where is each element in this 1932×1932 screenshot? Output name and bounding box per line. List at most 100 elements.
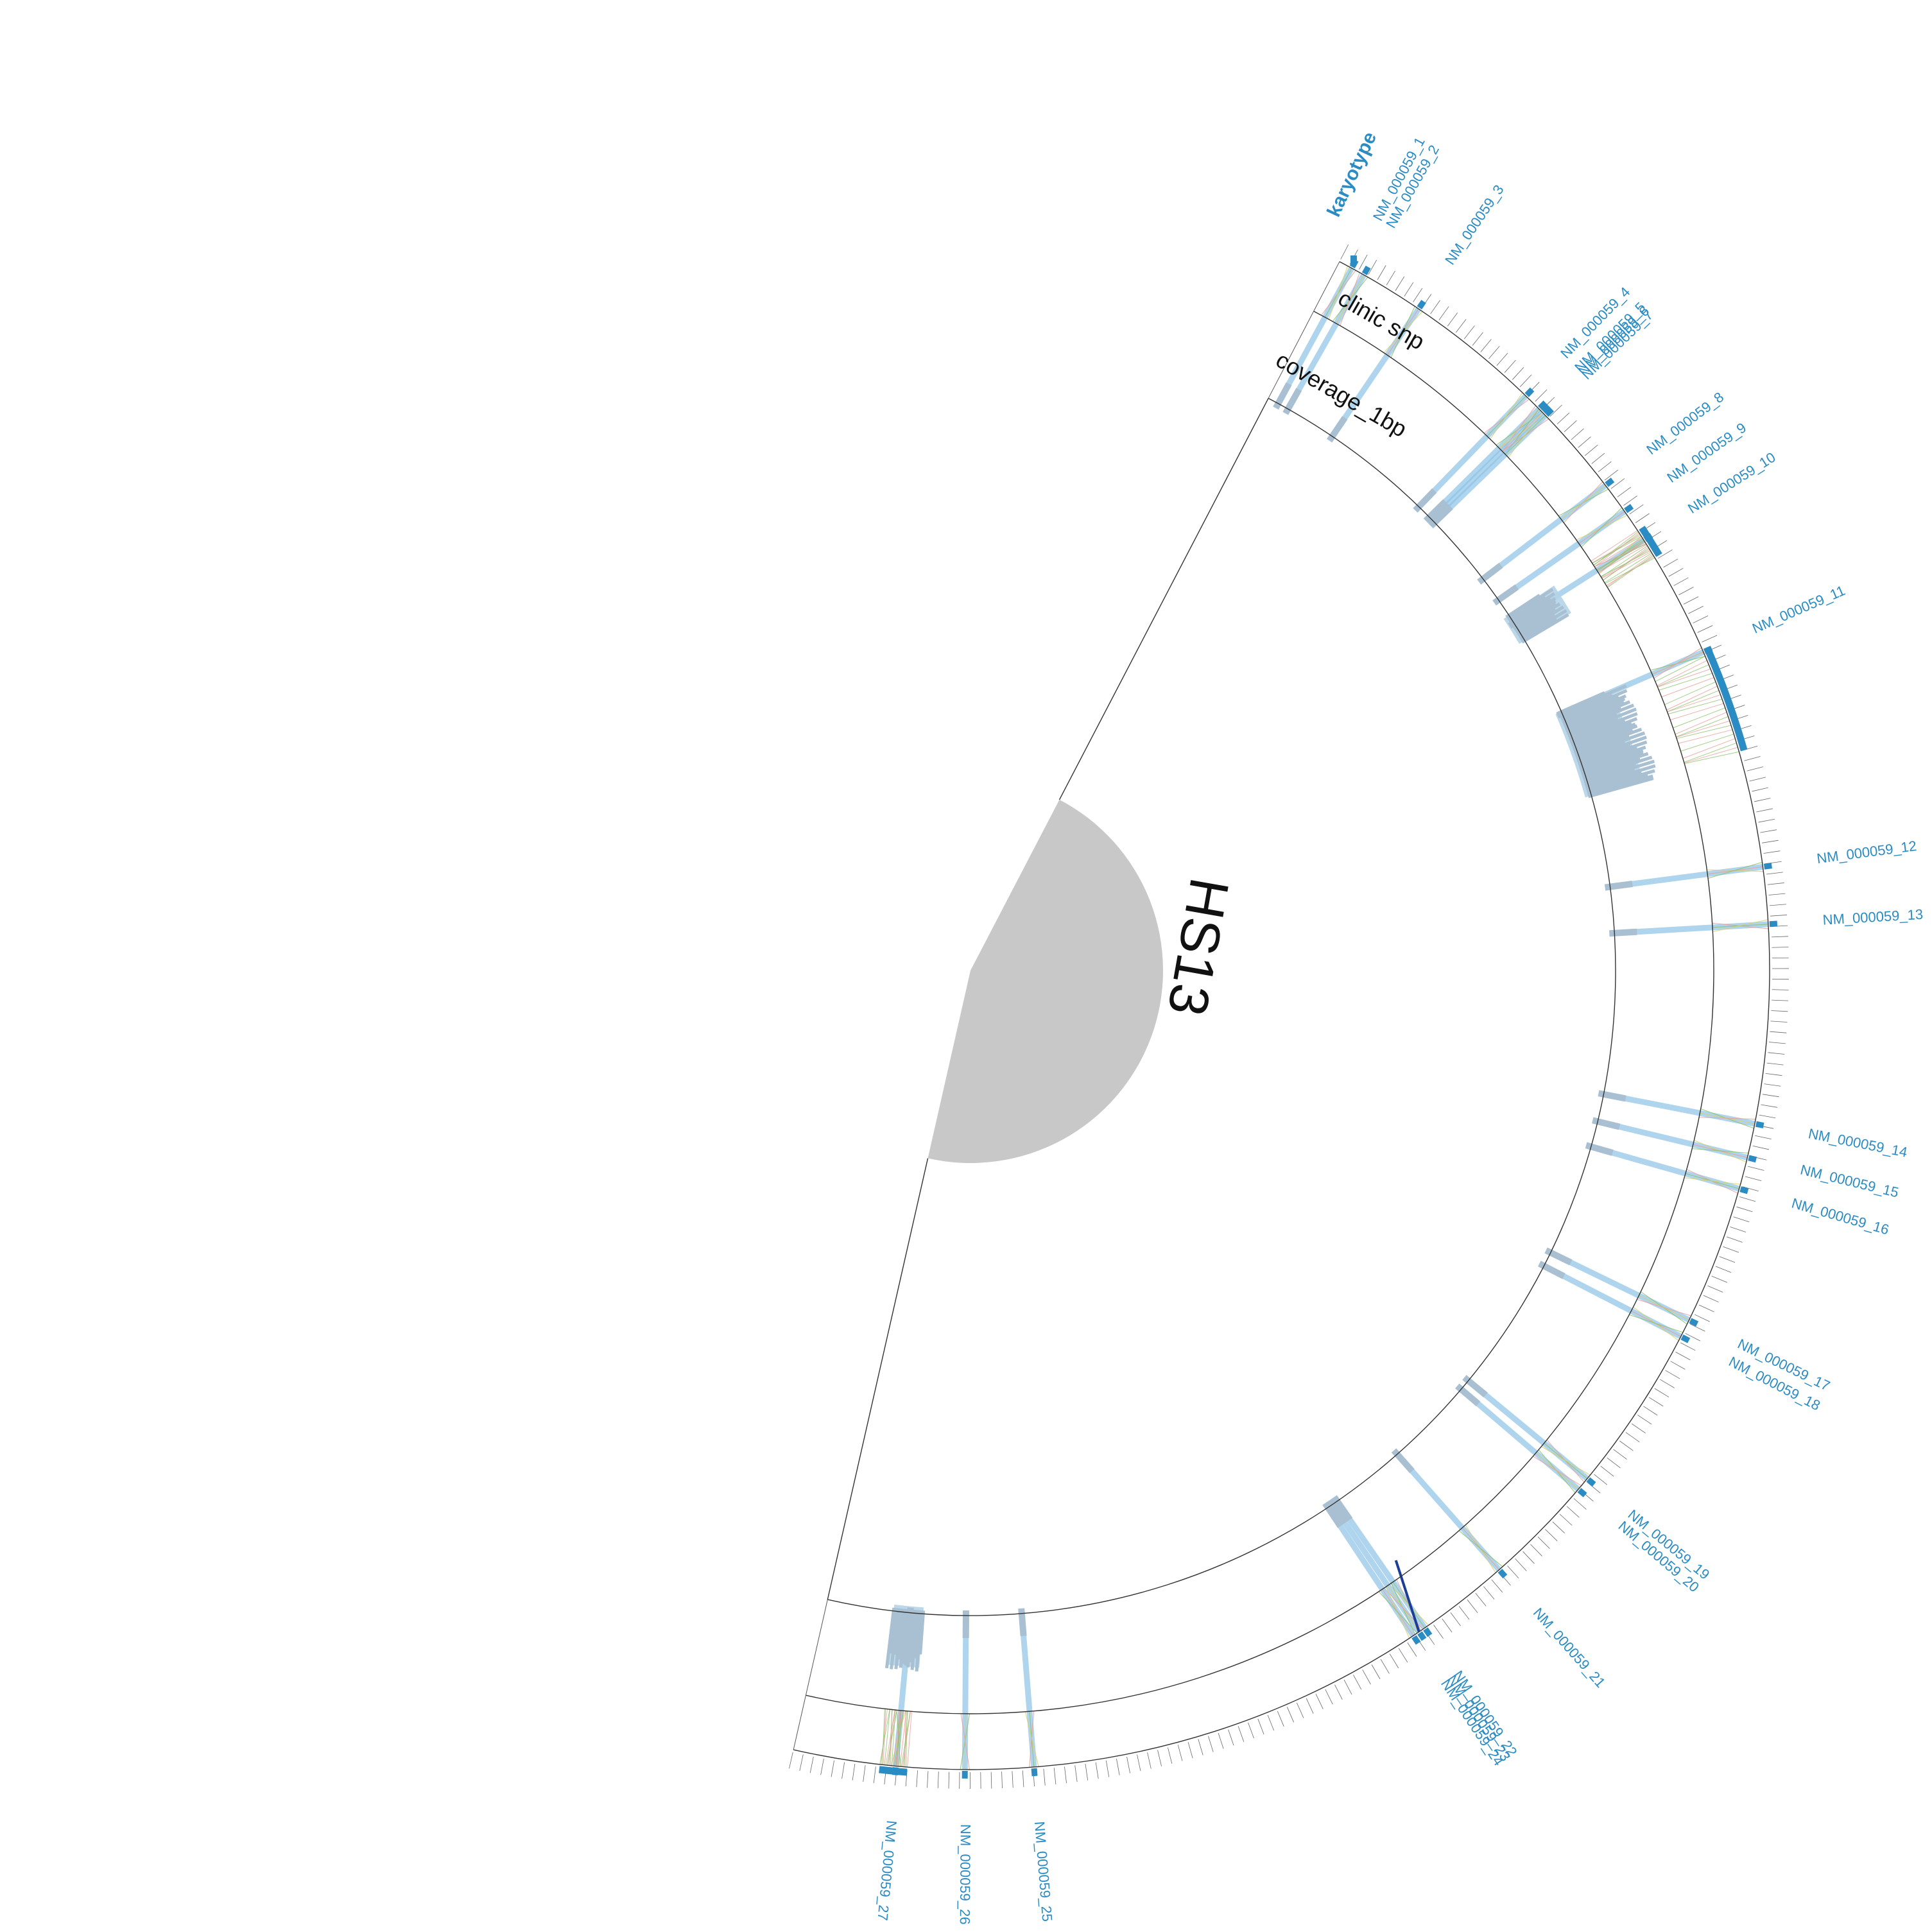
snp-link bbox=[1676, 720, 1730, 737]
tick bbox=[1248, 1722, 1254, 1739]
tick bbox=[1389, 1653, 1399, 1668]
coverage-bar bbox=[919, 1610, 926, 1655]
tick bbox=[1702, 635, 1718, 643]
coverage-bar bbox=[1578, 746, 1638, 769]
exon-marker bbox=[1417, 1631, 1427, 1641]
tick bbox=[1711, 1275, 1727, 1283]
tick bbox=[1571, 428, 1584, 440]
coverage-bar bbox=[1512, 599, 1557, 630]
snp-link bbox=[1664, 681, 1716, 705]
tick bbox=[1685, 1333, 1701, 1341]
tick bbox=[1404, 282, 1414, 297]
tick bbox=[1368, 259, 1377, 275]
tick bbox=[1663, 558, 1678, 568]
tick bbox=[1147, 1752, 1151, 1769]
coverage-bar bbox=[1577, 743, 1631, 765]
tick bbox=[820, 1758, 824, 1775]
snp-link bbox=[1490, 392, 1523, 440]
snp-link bbox=[1657, 668, 1711, 687]
exon-marker bbox=[1361, 265, 1371, 275]
snp-link bbox=[1605, 557, 1655, 584]
coverage-track bbox=[884, 382, 1656, 1672]
tick bbox=[1438, 306, 1449, 320]
snp-link bbox=[1676, 716, 1729, 737]
tick bbox=[1483, 1586, 1495, 1600]
snp-link bbox=[881, 1709, 888, 1765]
tick bbox=[1456, 319, 1467, 333]
coverage-bar bbox=[893, 1608, 902, 1655]
coverage-spike bbox=[1604, 881, 1633, 891]
snp-link bbox=[902, 1711, 911, 1767]
snp-link bbox=[1593, 533, 1641, 565]
coverage-spike bbox=[1537, 1261, 1565, 1279]
tick bbox=[1755, 1135, 1772, 1139]
tick bbox=[1761, 1104, 1778, 1108]
snp-link bbox=[1667, 694, 1721, 712]
coverage-spike bbox=[1423, 499, 1448, 523]
coverage-spike bbox=[904, 1607, 914, 1635]
tick bbox=[1519, 374, 1532, 387]
tick bbox=[1537, 1537, 1550, 1549]
snp-link bbox=[1594, 537, 1643, 567]
exon-marker bbox=[1680, 1334, 1691, 1343]
tick bbox=[1747, 766, 1763, 772]
coverage-bar bbox=[1576, 740, 1626, 761]
tick bbox=[1760, 829, 1777, 833]
exon-marker bbox=[1544, 407, 1554, 417]
snp-link bbox=[1699, 1117, 1756, 1120]
snp-link bbox=[1563, 481, 1603, 523]
tick bbox=[1463, 325, 1475, 340]
snp-link bbox=[896, 1710, 901, 1767]
snp-link bbox=[1670, 703, 1724, 721]
coverage-bar bbox=[1513, 602, 1557, 631]
coverage-bar bbox=[1563, 700, 1625, 728]
tick bbox=[1447, 313, 1458, 327]
tick bbox=[1116, 1759, 1120, 1775]
tick bbox=[1665, 1370, 1680, 1379]
coverage-spike bbox=[1327, 1498, 1348, 1525]
coverage-bar bbox=[1521, 613, 1569, 644]
tick-marks bbox=[789, 244, 1789, 1789]
coverage-bar bbox=[1573, 728, 1634, 753]
tick bbox=[1600, 1465, 1614, 1477]
tick bbox=[1764, 1083, 1781, 1087]
tick bbox=[1362, 1669, 1371, 1685]
exon-markers bbox=[879, 259, 1778, 1779]
tick bbox=[1386, 270, 1395, 286]
coverage-bar bbox=[1562, 697, 1626, 726]
snp-link bbox=[892, 1710, 901, 1766]
tick bbox=[1598, 461, 1612, 472]
exon-marker bbox=[1577, 1488, 1587, 1497]
snp-link bbox=[1629, 1314, 1684, 1333]
snp-link bbox=[1684, 742, 1737, 763]
snp-link bbox=[1458, 1530, 1503, 1567]
snp-link bbox=[1657, 664, 1709, 687]
coverage-bar bbox=[1587, 777, 1654, 798]
tick bbox=[1766, 1062, 1784, 1065]
tick bbox=[1064, 1766, 1067, 1784]
tick bbox=[1683, 596, 1699, 605]
tick bbox=[1604, 469, 1618, 481]
tick bbox=[1552, 1521, 1565, 1534]
tick bbox=[1578, 436, 1591, 448]
tick bbox=[1522, 1551, 1535, 1564]
coverage-bar bbox=[1517, 613, 1556, 639]
coverage-bar bbox=[1508, 595, 1546, 623]
snp-link bbox=[1601, 551, 1652, 579]
exon-marker bbox=[1031, 1768, 1038, 1777]
sector-edge bbox=[1058, 398, 1269, 800]
snp-link bbox=[1657, 660, 1707, 686]
snp-link bbox=[1677, 725, 1732, 739]
coverage-bar bbox=[1570, 717, 1638, 745]
coverage-spike bbox=[1462, 1375, 1488, 1398]
exon-marker bbox=[1605, 478, 1615, 487]
snp-link bbox=[881, 1709, 885, 1765]
tick bbox=[1619, 1440, 1634, 1451]
coverage-bar bbox=[1506, 587, 1554, 621]
tick bbox=[1126, 1756, 1130, 1773]
coverage-bar bbox=[889, 1607, 898, 1654]
tick bbox=[873, 1766, 876, 1784]
snp-link bbox=[1661, 677, 1714, 698]
tick bbox=[1177, 1745, 1183, 1761]
